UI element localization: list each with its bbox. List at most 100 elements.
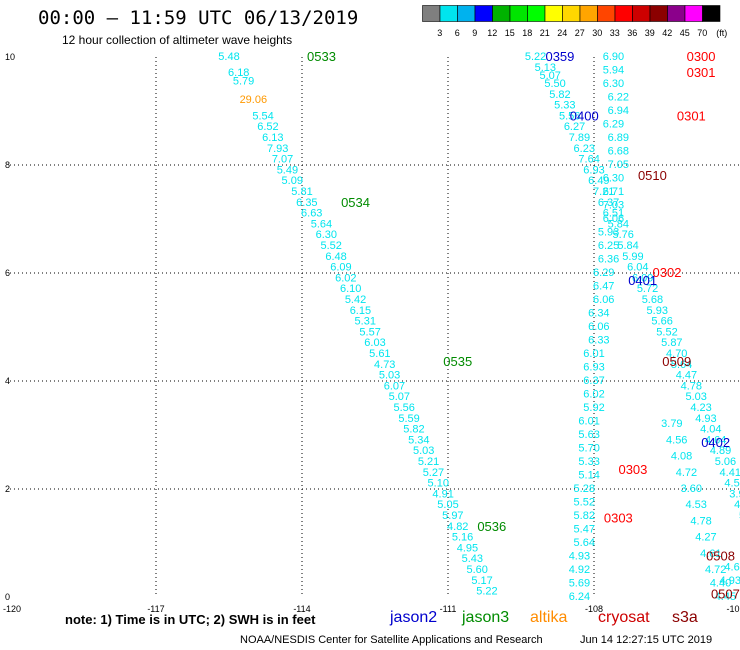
- x-tick-label: -10: [726, 604, 739, 614]
- swh-value: 6.47: [593, 281, 614, 293]
- swh-value: 6.10: [340, 283, 361, 295]
- swh-value: 6.37: [598, 197, 619, 209]
- map-title: 00:00 – 11:59 UTC 06/13/2019: [38, 7, 359, 29]
- swh-value: 4.53: [685, 499, 706, 511]
- footer-credit: NOAA/NESDIS Center for Satellite Applica…: [240, 634, 543, 646]
- track-time-label: 0533: [307, 49, 336, 64]
- swh-value: 6.15: [350, 305, 371, 317]
- swh-value: 6.93: [583, 362, 604, 374]
- swh-value: 6.06: [603, 213, 624, 225]
- swh-value: 5.59: [398, 413, 419, 425]
- swh-value: 4.56: [666, 434, 687, 446]
- swh-value: 5.42: [345, 294, 366, 306]
- y-tick-label: 2: [5, 484, 10, 494]
- swh-value: 6.48: [325, 251, 346, 263]
- swh-value: 5.43: [462, 553, 483, 565]
- y-tick-label: 6: [5, 268, 10, 278]
- swh-value: 4.72: [705, 564, 726, 576]
- swh-value: 4.23: [690, 402, 711, 414]
- swh-value: 6.03: [364, 337, 385, 349]
- swh-value: 5.93: [647, 305, 668, 317]
- track-time-label: 0301: [677, 108, 706, 123]
- swh-value: 6.09: [330, 262, 351, 274]
- swh-value: 7.07: [272, 154, 293, 166]
- colorbar-label: 24: [557, 28, 567, 38]
- map-subtitle: 12 hour collection of altimeter wave hei…: [62, 33, 293, 47]
- swh-value: 4.40: [710, 578, 731, 590]
- swh-value: 5.84: [608, 218, 629, 230]
- swh-value: 5.92: [583, 402, 604, 414]
- legend-cryosat: cryosat: [598, 609, 650, 626]
- swh-value: 5.28: [574, 483, 595, 495]
- legend-note: note: 1) Time is in UTC; 2) SWH is in fe…: [65, 612, 316, 627]
- swh-value: 5.03: [413, 445, 434, 457]
- swh-value: 4.95: [457, 542, 478, 554]
- swh-value: 29.06: [240, 94, 268, 106]
- swh-value: 6.37: [583, 375, 604, 387]
- x-tick-label: -114: [293, 604, 310, 614]
- swh-value: 4.73: [374, 359, 395, 371]
- swh-value: 3.60: [681, 483, 702, 495]
- swh-value: 6.52: [257, 121, 278, 133]
- swh-value: 4.89: [710, 445, 731, 457]
- swh-value: 5.64: [671, 359, 692, 371]
- swh-value: 7.93: [267, 143, 288, 155]
- swh-value: 4.68: [724, 561, 740, 573]
- swh-value: 6.01: [583, 348, 604, 360]
- swh-value: 5.82: [403, 424, 424, 436]
- swh-value: 5.22: [476, 586, 497, 598]
- swh-value: 5.68: [642, 294, 663, 306]
- track-time-label: 0303: [618, 462, 647, 477]
- swh-value: 5.47: [574, 524, 595, 536]
- swh-value: 5.22: [525, 51, 546, 63]
- swh-value: 5.07: [389, 391, 410, 403]
- swh-value: 6.04: [627, 262, 648, 274]
- swh-value: 6.25: [598, 240, 619, 252]
- y-tick-label: 8: [5, 160, 10, 170]
- colorbar-label: 36: [627, 28, 637, 38]
- swh-value: 5.16: [452, 532, 473, 544]
- swh-value: 7.21: [593, 186, 614, 198]
- swh-value: 5.63: [578, 429, 599, 441]
- track-time-label: 0400: [570, 108, 599, 123]
- swh-value: 5.27: [423, 467, 444, 479]
- swh-value: 5.87: [661, 337, 682, 349]
- swh-value: 6.27: [564, 121, 585, 133]
- swh-value: 4.92: [569, 564, 590, 576]
- swh-value: 5.99: [622, 251, 643, 263]
- swh-value: 6.22: [608, 92, 629, 104]
- swh-value: 5.03: [685, 391, 706, 403]
- x-tick-label: -111: [440, 604, 457, 614]
- swh-value: 5.76: [612, 229, 633, 241]
- swh-value: 5.69: [569, 578, 590, 590]
- swh-value: 7.64: [578, 154, 599, 166]
- swh-value: 3.92: [729, 488, 740, 500]
- swh-value: 6.71: [603, 186, 624, 198]
- swh-value: 4.45: [715, 591, 736, 603]
- swh-value: 6.49: [588, 175, 609, 187]
- swh-value: 5.13: [535, 62, 556, 74]
- swh-value: 5.94: [603, 65, 624, 77]
- swh-value: 5.61: [369, 348, 390, 360]
- swh-value: 6.30: [603, 173, 624, 185]
- swh-value: 4.27: [695, 532, 716, 544]
- swh-value: 6.68: [608, 146, 629, 158]
- swh-value: 5.33: [578, 456, 599, 468]
- swh-value: 5.48: [218, 51, 239, 63]
- legend-jason3: jason3: [462, 609, 510, 626]
- swh-value: 4.93: [695, 413, 716, 425]
- colorbar-label: 18: [522, 28, 532, 38]
- track-time-label: 0508: [706, 549, 735, 564]
- swh-value: 6.09: [632, 272, 653, 284]
- swh-value: 6.02: [335, 272, 356, 284]
- swh-value: 5.49: [277, 164, 298, 176]
- swh-value: 5.56: [393, 402, 414, 414]
- track-time-label: 0302: [653, 265, 682, 280]
- swh-value: 4.41: [720, 467, 740, 479]
- swh-value: 4.93: [569, 551, 590, 563]
- colorbar-label: 42: [662, 28, 672, 38]
- track-time-label: 0507: [711, 586, 740, 601]
- colorbar-label: 15: [505, 28, 515, 38]
- swh-value: 5.70: [578, 443, 599, 455]
- x-tick-label: -120: [3, 604, 21, 614]
